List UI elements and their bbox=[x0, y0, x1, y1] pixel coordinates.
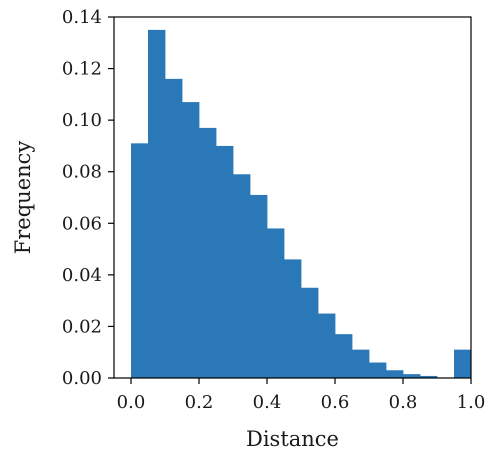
histogram-bar bbox=[165, 78, 183, 378]
histogram-bar bbox=[318, 313, 336, 378]
y-tick-label: 0.02 bbox=[62, 316, 102, 337]
x-tick-label: 0.8 bbox=[389, 392, 418, 413]
y-tick-label: 0.10 bbox=[62, 110, 102, 131]
y-axis-ticks: 0.00 0.02 0.04 0.06 0.08 0.10 0.12 0.14 bbox=[62, 7, 114, 389]
plot-frame bbox=[113, 16, 472, 379]
bars-group bbox=[131, 29, 472, 378]
x-tick-label: 0.6 bbox=[321, 392, 350, 413]
y-tick-label: 0.00 bbox=[62, 368, 102, 389]
x-tick-label: 0.2 bbox=[185, 392, 214, 413]
histogram-bar bbox=[182, 102, 200, 378]
x-axis-title: Distance bbox=[246, 427, 339, 451]
x-tick-label: 0.4 bbox=[253, 392, 282, 413]
histogram-bar bbox=[199, 127, 217, 378]
histogram-bar bbox=[250, 194, 268, 378]
y-tick-label: 0.04 bbox=[62, 265, 102, 286]
histogram-bar bbox=[301, 287, 319, 378]
histogram-bar bbox=[352, 349, 370, 378]
histogram-bar bbox=[267, 228, 285, 378]
histogram-bar bbox=[420, 375, 438, 378]
y-axis-title: Frequency bbox=[11, 141, 35, 255]
x-axis-ticks: 0.0 0.2 0.4 0.6 0.8 1.0 bbox=[117, 378, 486, 413]
histogram-bar bbox=[335, 334, 353, 378]
y-tick-label: 0.12 bbox=[62, 59, 102, 80]
histogram-bar bbox=[216, 145, 234, 378]
histogram-bar bbox=[284, 259, 302, 378]
histogram-bar bbox=[386, 370, 404, 378]
x-tick-label: 1.0 bbox=[457, 392, 486, 413]
histogram-bar bbox=[403, 374, 421, 378]
y-tick-label: 0.14 bbox=[62, 7, 102, 28]
histogram-bar bbox=[148, 29, 166, 378]
histogram-bar bbox=[131, 143, 149, 378]
histogram-bar bbox=[454, 349, 472, 378]
x-tick-label: 0.0 bbox=[117, 392, 146, 413]
histogram-bar bbox=[233, 174, 251, 378]
histogram-bar bbox=[369, 362, 387, 378]
y-tick-label: 0.06 bbox=[62, 213, 102, 234]
y-tick-label: 0.08 bbox=[62, 162, 102, 183]
